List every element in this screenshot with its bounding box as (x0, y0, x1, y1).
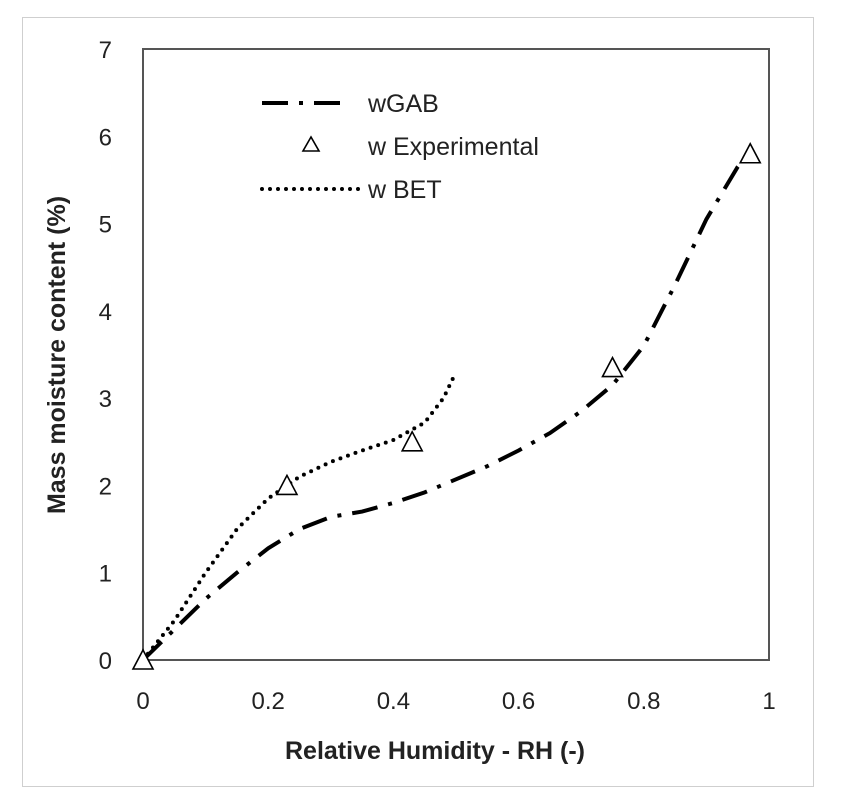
x-tick-label: 0.2 (252, 688, 285, 715)
legend-label-experimental: w Experimental (367, 133, 539, 161)
y-tick-label: 6 (99, 124, 112, 151)
y-axis-ticks: 0 1 2 3 4 5 6 7 (99, 37, 112, 675)
series-line-wbet (141, 370, 458, 662)
x-tick-label: 0.8 (627, 688, 660, 715)
y-tick-label: 1 (99, 561, 112, 588)
y-axis-title: Mass moisture content (%) (43, 196, 71, 514)
legend-label-wgab: wGAB (367, 90, 439, 118)
series-line-wgab (141, 148, 752, 662)
experimental-point (738, 142, 762, 164)
x-axis-ticks: 0 0.2 0.4 0.6 0.8 1 (136, 688, 775, 715)
x-tick-label: 0 (136, 688, 149, 715)
y-tick-label: 2 (99, 473, 112, 500)
x-axis-title: Relative Humidity - RH (-) (285, 737, 585, 765)
y-tick-label: 7 (99, 37, 112, 64)
legend-experimental-swatch (301, 135, 321, 152)
plot-area (142, 48, 770, 661)
legend: wGAB w Experimental w BET (260, 90, 539, 204)
y-tick-label: 4 (99, 299, 112, 326)
y-tick-label: 0 (99, 648, 112, 675)
y-tick-label: 5 (99, 212, 112, 239)
x-tick-label: 1 (762, 688, 775, 715)
experimental-point (601, 355, 624, 378)
x-tick-label: 0.4 (377, 688, 410, 715)
experimental-point (275, 473, 299, 496)
experimental-point (131, 648, 155, 670)
series-layer (131, 142, 762, 670)
legend-label-wbet: w BET (367, 176, 442, 204)
experimental-point (400, 430, 424, 452)
chart-frame (22, 17, 814, 787)
x-tick-label: 0.6 (502, 688, 535, 715)
y-tick-label: 3 (99, 386, 112, 413)
